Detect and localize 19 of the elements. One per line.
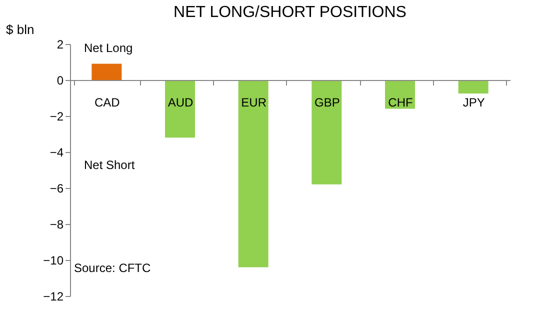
y-tick-label: −8	[50, 218, 64, 232]
x-tick-label: CAD	[94, 96, 120, 110]
y-tick-label: 0	[56, 74, 64, 88]
chart-title: NET LONG/SHORT POSITIONS	[174, 4, 406, 21]
y-tick-label: −4	[50, 146, 64, 160]
x-tick-label: AUD	[168, 96, 194, 110]
annotation: Source: CFTC	[74, 261, 152, 275]
x-tick-label: JPY	[462, 96, 485, 110]
y-tick-label: 2	[56, 38, 64, 52]
y-tick-label: −10	[43, 254, 64, 268]
annotation: Net Long	[84, 41, 133, 55]
annotation: Net Short	[84, 158, 136, 172]
y-tick-label: −12	[43, 290, 64, 304]
y-tick-label: −2	[50, 110, 64, 124]
x-tick-label: CHF	[388, 96, 413, 110]
x-tick-label: EUR	[241, 96, 267, 110]
x-tick-label: GBP	[314, 96, 340, 110]
y-tick-label: −6	[50, 182, 64, 196]
y-axis-title: $ bln	[6, 22, 34, 37]
